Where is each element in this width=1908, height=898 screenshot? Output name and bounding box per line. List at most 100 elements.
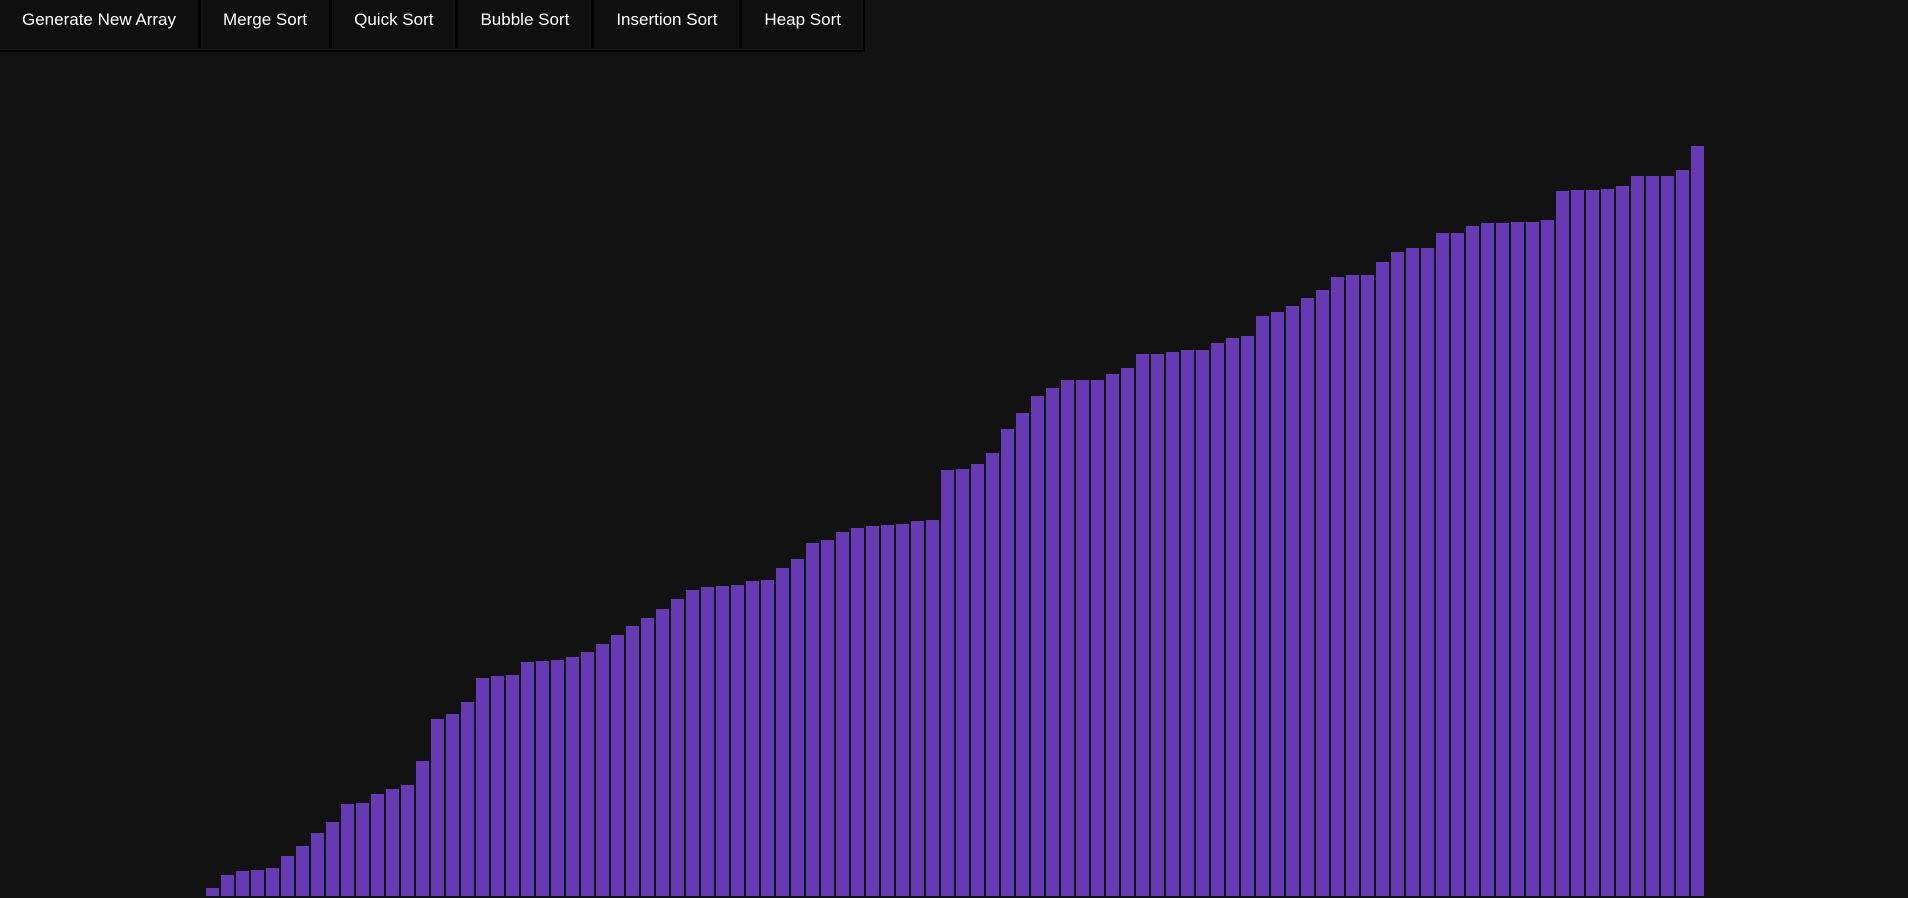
- array-bar: [506, 675, 519, 896]
- array-bar: [926, 520, 939, 896]
- array-bar: [776, 568, 789, 896]
- array-bar: [1436, 233, 1449, 896]
- array-bar: [491, 676, 504, 896]
- array-bar: [1316, 290, 1329, 896]
- array-bar: [836, 532, 849, 896]
- array-bar: [1481, 223, 1494, 896]
- array-bar: [461, 702, 474, 896]
- array-bar: [1301, 298, 1314, 896]
- array-bar: [401, 785, 414, 896]
- array-bar: [821, 540, 834, 896]
- array-bar: [911, 521, 924, 896]
- array-bar: [266, 868, 279, 896]
- array-bar: [1091, 380, 1104, 896]
- array-bar: [1526, 222, 1539, 896]
- array-bar: [1361, 275, 1374, 896]
- array-bar: [1241, 336, 1254, 896]
- array-bar: [1196, 350, 1209, 896]
- bubble-sort-button[interactable]: Bubble Sort: [458, 0, 595, 48]
- array-bar: [251, 870, 264, 896]
- array-bar: [281, 856, 294, 896]
- array-bar: [1691, 146, 1704, 896]
- array-bar: [1646, 176, 1659, 896]
- array-bar: [941, 470, 954, 896]
- array-bar: [1661, 176, 1674, 896]
- array-bar: [1226, 338, 1239, 896]
- bubble-sort-label: Bubble Sort: [480, 10, 570, 29]
- merge-sort-button[interactable]: Merge Sort: [201, 0, 333, 48]
- generate-new-array-label: Generate New Array: [22, 10, 177, 29]
- array-bar: [581, 652, 594, 896]
- array-bar: [971, 464, 984, 896]
- array-bar: [701, 587, 714, 896]
- array-bar: [1406, 248, 1419, 896]
- array-bar: [476, 678, 489, 896]
- array-bar: [641, 618, 654, 896]
- array-bar: [731, 585, 744, 896]
- array-bar: [1466, 226, 1479, 896]
- array-bar: [1136, 354, 1149, 896]
- heap-sort-button[interactable]: Heap Sort: [742, 0, 863, 48]
- heap-sort-label: Heap Sort: [764, 10, 841, 29]
- insertion-sort-button[interactable]: Insertion Sort: [594, 0, 743, 48]
- array-bar: [1001, 429, 1014, 896]
- array-bar: [1331, 277, 1344, 896]
- quick-sort-label: Quick Sort: [354, 10, 434, 29]
- array-bar: [1076, 380, 1089, 896]
- array-bar: [626, 626, 639, 896]
- array-bar: [1616, 186, 1629, 896]
- array-bar: [386, 789, 399, 896]
- array-bar: [1271, 312, 1284, 896]
- array-bar: [1571, 190, 1584, 896]
- merge-sort-label: Merge Sort: [223, 10, 308, 29]
- array-bar: [1676, 170, 1689, 896]
- array-bar: [446, 714, 459, 896]
- array-bar: [1421, 248, 1434, 896]
- array-bar: [986, 453, 999, 896]
- array-bar: [536, 661, 549, 896]
- array-bar: [866, 526, 879, 896]
- array-bar: [656, 609, 669, 896]
- array-bar: [356, 803, 369, 896]
- array-bar: [1031, 396, 1044, 896]
- array-bar: [596, 644, 609, 896]
- array-bar: [1391, 252, 1404, 896]
- array-bar: [1601, 189, 1614, 896]
- generate-new-array-button[interactable]: Generate New Array: [0, 0, 202, 48]
- quick-sort-button[interactable]: Quick Sort: [332, 0, 459, 48]
- array-bar: [416, 761, 429, 896]
- insertion-sort-label: Insertion Sort: [616, 10, 718, 29]
- array-bar: [1496, 223, 1509, 896]
- array-bar: [296, 846, 309, 896]
- array-bar: [371, 794, 384, 896]
- array-bar: [1121, 368, 1134, 896]
- array-bar: [851, 528, 864, 896]
- array-bar: [1541, 220, 1554, 896]
- array-bar: [1016, 413, 1029, 896]
- array-bar: [236, 871, 249, 896]
- array-bar: [1631, 176, 1644, 896]
- array-bar: [206, 888, 219, 896]
- array-bar: [746, 581, 759, 896]
- array-bar: [686, 590, 699, 896]
- array-bar: [761, 580, 774, 896]
- array-bar: [671, 599, 684, 896]
- array-bar: [1586, 190, 1599, 896]
- array-bar: [1376, 262, 1389, 896]
- array-bar: [956, 469, 969, 896]
- array-bar: [551, 660, 564, 896]
- array-bar: [1346, 275, 1359, 896]
- array-bar: [1451, 233, 1464, 896]
- array-bar: [221, 875, 234, 896]
- array-bar: [1181, 350, 1194, 896]
- array-bar: [311, 833, 324, 896]
- array-bar: [611, 635, 624, 896]
- array-bar: [326, 822, 339, 896]
- array-bar: [1166, 352, 1179, 896]
- toolbar: Generate New Array Merge Sort Quick Sort…: [0, 0, 865, 52]
- array-bar: [1046, 388, 1059, 896]
- array-bar: [1211, 343, 1224, 896]
- array-bar: [1061, 380, 1074, 896]
- array-bar: [791, 559, 804, 896]
